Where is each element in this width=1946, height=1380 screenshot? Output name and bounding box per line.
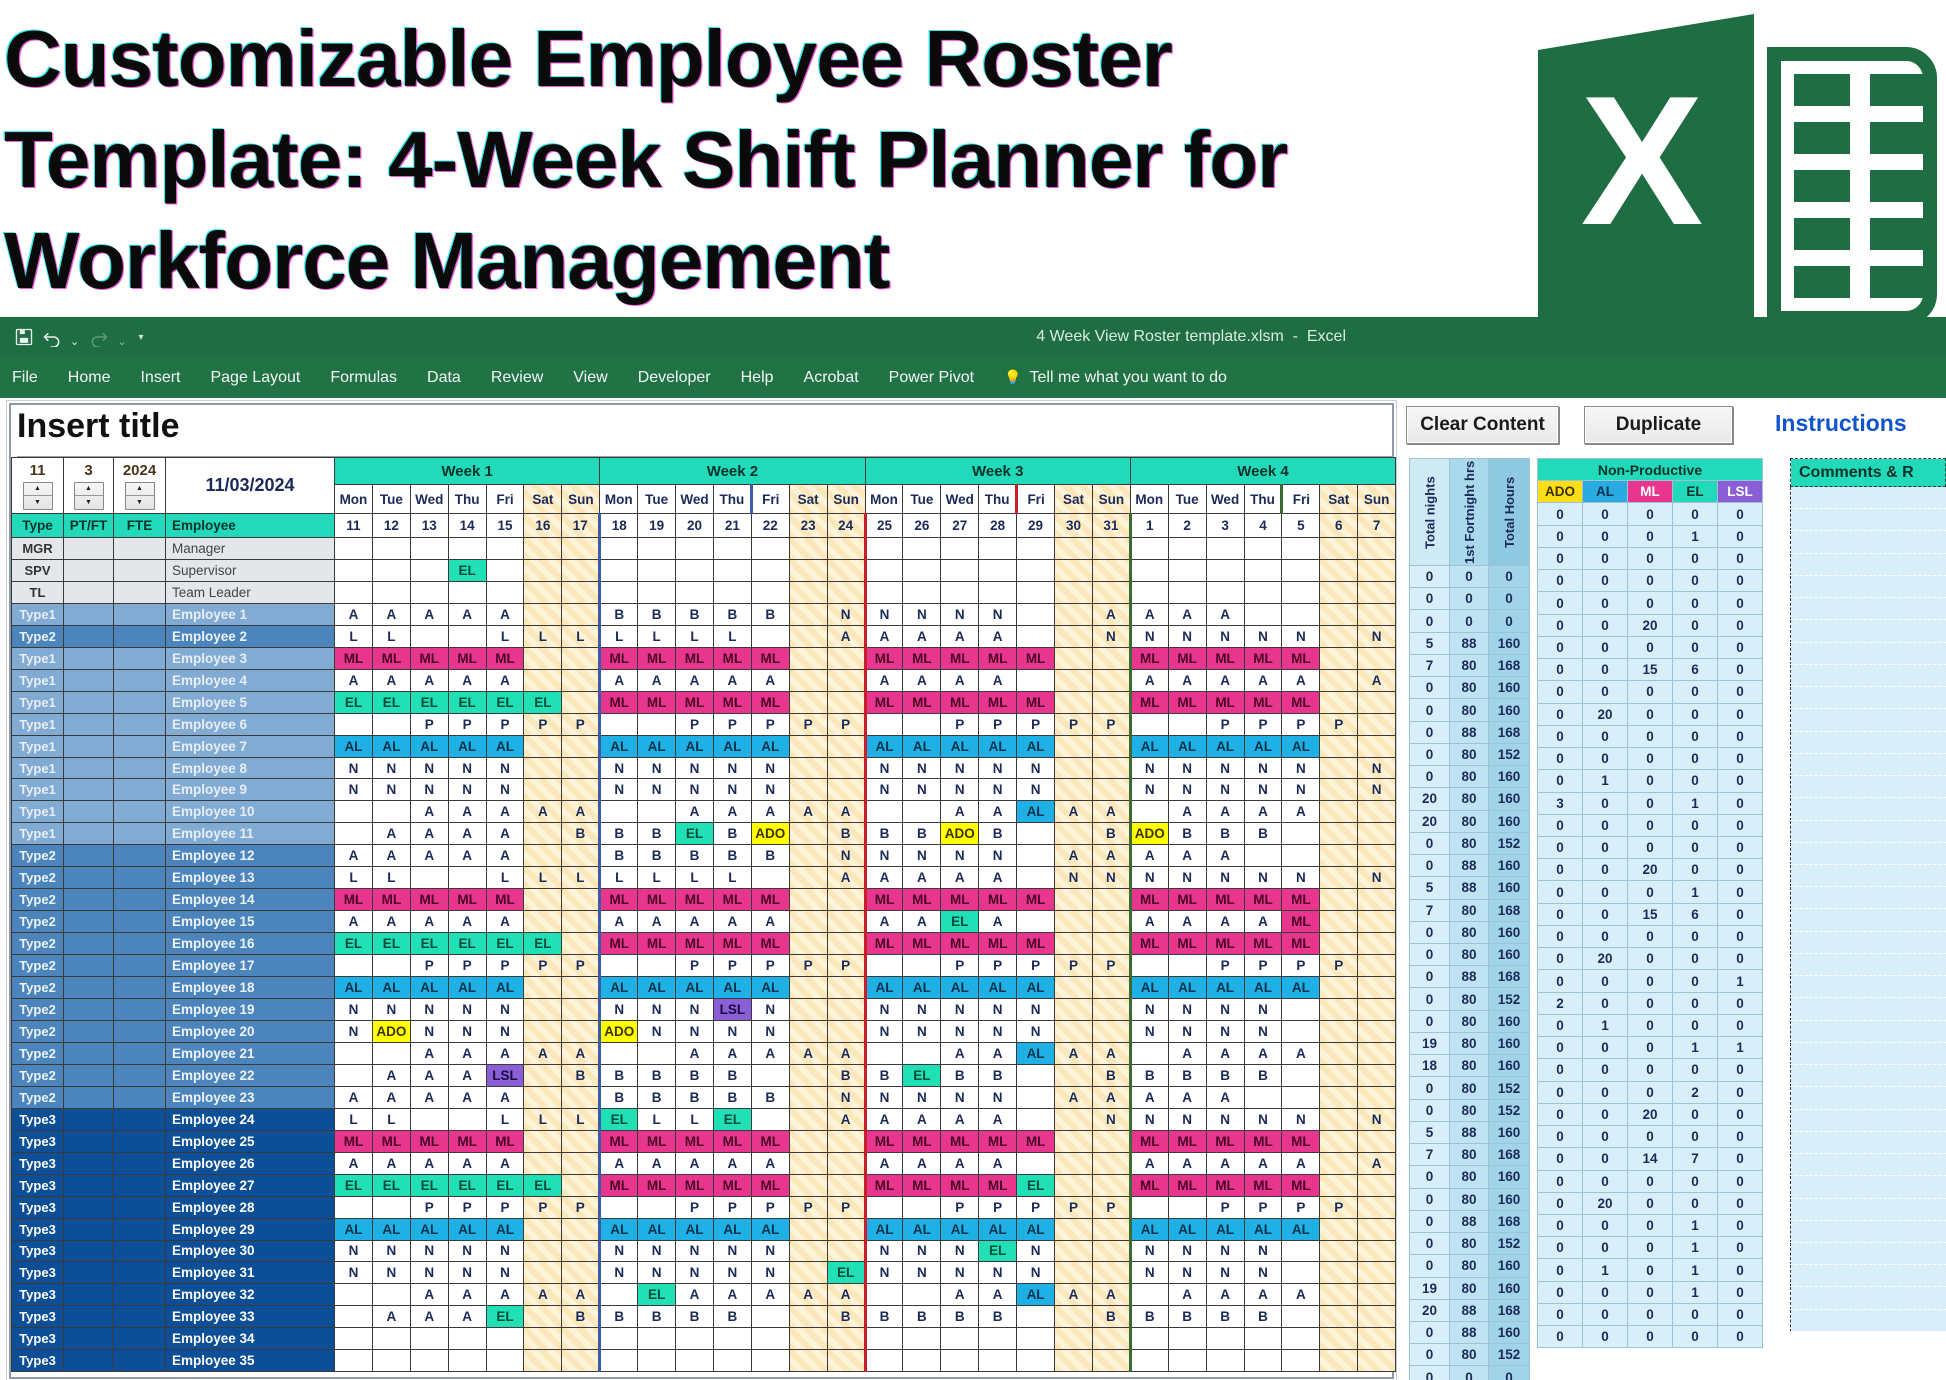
svg-text:X: X [1581,57,1704,263]
